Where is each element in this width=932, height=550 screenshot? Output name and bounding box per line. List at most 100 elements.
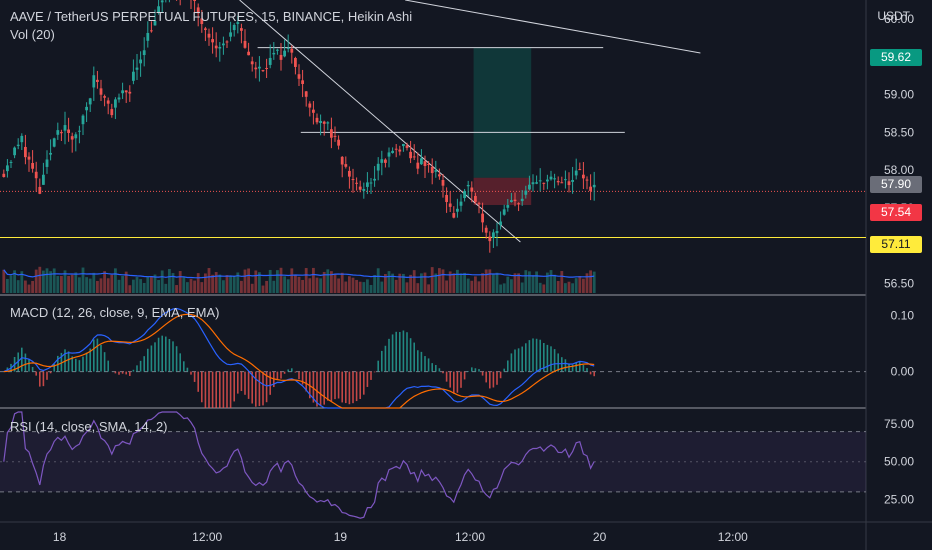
candle [348,166,351,189]
candle-body [391,150,394,153]
candle-body [441,179,445,186]
candle-body [373,178,376,181]
volume-bar [542,284,546,293]
volume-bar [232,275,236,293]
candle-body [279,54,283,60]
candle-body [585,179,589,181]
candle [110,103,114,118]
candle [420,149,423,165]
volume-bar [34,269,38,293]
candle [124,90,128,103]
volume-bar [456,269,459,293]
volume-bar [430,267,434,293]
volume-bar [168,269,171,293]
candle [312,101,315,125]
candle-body [121,90,124,94]
candle-body [495,231,499,234]
candle-body [556,181,560,183]
candle [34,161,38,192]
candle-body [20,135,24,143]
macd-tick-label: 0.00 [891,365,915,379]
volume-bar [247,268,250,293]
candle [337,135,340,150]
candle-body [542,182,546,184]
candle-body [456,208,459,212]
candle [99,79,103,101]
volume-bar [553,274,556,293]
volume-bar [52,268,56,293]
candle [121,82,124,99]
candle-body [110,109,114,116]
volume-bar [538,282,542,293]
volume-bar [24,280,27,293]
candle-body [52,138,56,147]
volume-bar [27,284,31,293]
candle-body [549,176,553,180]
candle-body [92,75,96,88]
rsi-tick-label: 75.00 [884,417,914,431]
candle-body [232,24,236,31]
candle [146,21,150,48]
volume-bar [178,271,182,293]
candle [74,132,78,152]
candle-body [567,181,571,186]
candle-body [330,129,333,138]
candle-body [412,156,416,158]
candle [564,170,567,189]
candle [207,28,211,46]
candle [387,147,391,168]
volume-bar [92,272,96,293]
candle-body [236,22,240,24]
volume-bar [394,279,398,293]
volume-bar [391,273,394,293]
candle [6,159,9,178]
candle-body [344,164,348,167]
candle [176,0,178,1]
candle [481,202,484,233]
volume-bar [513,273,517,293]
volume-bar [207,268,211,293]
candle-body [128,91,132,94]
candle-body [348,170,351,177]
rsi-line [3,411,595,519]
macd-tick-label: 0.10 [891,309,915,323]
candle [524,185,528,199]
candle-body [488,236,492,242]
candle-body [225,41,229,43]
candle [81,114,85,136]
candle-body [114,99,117,108]
candle [117,93,121,103]
candle-body [506,205,510,208]
candle [225,40,229,48]
volume-bar [434,273,438,293]
candle-body [430,166,434,174]
candle [304,90,308,107]
candle [430,158,434,185]
volume-bar [153,274,157,293]
candle-body [81,115,85,125]
rsi-legend: RSI (14, close, SMA, 14, 2) [10,419,168,434]
volume-bar [254,270,258,293]
candle [340,155,344,178]
volume-bar [189,278,193,293]
volume-bar [142,282,146,293]
candle [459,194,463,212]
volume-bar [340,272,344,293]
candle-body [27,156,31,160]
candle [56,122,60,140]
candle-body [535,182,538,184]
candle [70,132,74,153]
volume-bar [294,275,297,293]
candle [502,204,506,216]
candle [165,0,167,3]
candle [214,32,218,58]
candle [168,0,170,3]
candle-body [196,7,200,14]
volume-bar [510,279,513,293]
candle [160,0,164,13]
volume-bar [427,284,430,293]
candle-body [333,135,337,137]
volume-bar [524,270,528,293]
candle [405,142,409,151]
